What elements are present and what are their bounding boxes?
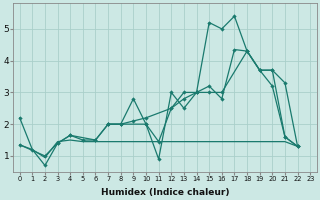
X-axis label: Humidex (Indice chaleur): Humidex (Indice chaleur) xyxy=(101,188,229,197)
